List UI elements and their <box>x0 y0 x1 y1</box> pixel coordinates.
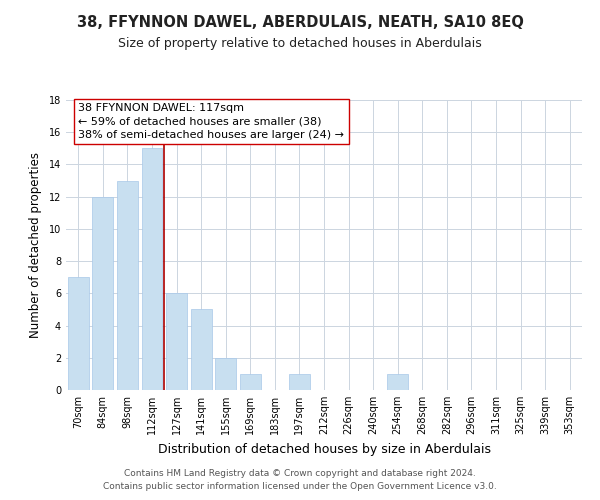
Text: Size of property relative to detached houses in Aberdulais: Size of property relative to detached ho… <box>118 38 482 51</box>
Bar <box>387 374 408 390</box>
Bar <box>215 358 236 390</box>
Bar <box>289 374 310 390</box>
Bar <box>166 294 187 390</box>
Text: 38, FFYNNON DAWEL, ABERDULAIS, NEATH, SA10 8EQ: 38, FFYNNON DAWEL, ABERDULAIS, NEATH, SA… <box>77 15 523 30</box>
Bar <box>240 374 261 390</box>
Bar <box>142 148 163 390</box>
X-axis label: Distribution of detached houses by size in Aberdulais: Distribution of detached houses by size … <box>157 442 491 456</box>
Text: Contains public sector information licensed under the Open Government Licence v3: Contains public sector information licen… <box>103 482 497 491</box>
Bar <box>68 277 89 390</box>
Bar <box>92 196 113 390</box>
Bar <box>117 180 138 390</box>
Text: 38 FFYNNON DAWEL: 117sqm
← 59% of detached houses are smaller (38)
38% of semi-d: 38 FFYNNON DAWEL: 117sqm ← 59% of detach… <box>78 103 344 140</box>
Text: Contains HM Land Registry data © Crown copyright and database right 2024.: Contains HM Land Registry data © Crown c… <box>124 468 476 477</box>
Y-axis label: Number of detached properties: Number of detached properties <box>29 152 42 338</box>
Bar <box>191 310 212 390</box>
